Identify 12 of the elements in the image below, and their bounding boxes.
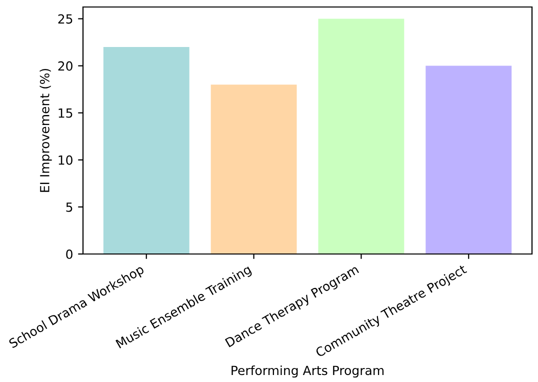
bar	[210, 84, 297, 254]
x-axis-title: Performing Arts Program	[232, 365, 384, 378]
bar	[103, 46, 190, 254]
bar	[318, 18, 404, 254]
y-axis-title: EI Improvement (%)	[40, 68, 52, 192]
y-tick-label: 0	[66, 249, 72, 259]
y-tick-label: 25	[58, 14, 72, 24]
y-tick-label: 10	[58, 155, 72, 165]
y-tick-label: 15	[58, 108, 72, 118]
bar	[426, 66, 512, 254]
y-tick-label: 20	[58, 61, 72, 71]
y-tick-label: 5	[66, 202, 72, 212]
